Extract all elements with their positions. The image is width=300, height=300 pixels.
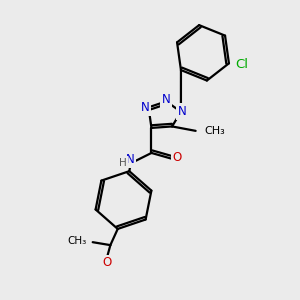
- Text: H: H: [119, 158, 127, 168]
- Text: N: N: [141, 101, 149, 114]
- Text: H: H: [103, 263, 112, 273]
- Text: N: N: [178, 105, 187, 118]
- Text: N: N: [162, 93, 171, 106]
- Text: CH₃: CH₃: [204, 126, 225, 136]
- Text: N: N: [126, 153, 135, 166]
- Text: O: O: [173, 151, 182, 164]
- Text: O: O: [103, 256, 112, 269]
- Text: CH₃: CH₃: [68, 236, 87, 246]
- Text: Cl: Cl: [236, 58, 248, 71]
